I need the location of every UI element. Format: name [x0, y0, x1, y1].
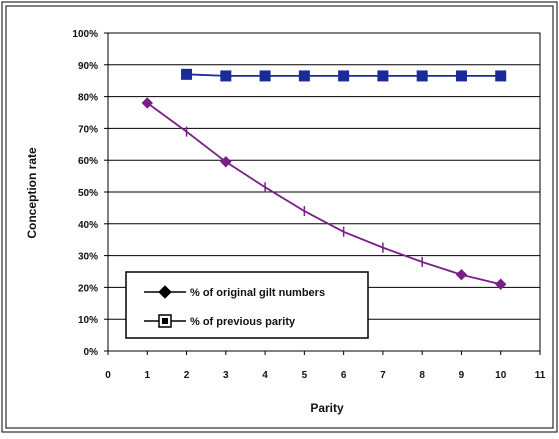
legend-marker-inner [162, 318, 168, 324]
x-tick-label: 5 [302, 370, 308, 381]
data-point [259, 70, 271, 82]
y-tick-label: 100% [72, 29, 98, 40]
legend-label: % of previous parity [190, 316, 296, 328]
series-1 [141, 97, 507, 290]
x-tick-label: 3 [223, 370, 229, 381]
data-point [455, 70, 467, 82]
data-point [220, 156, 232, 168]
x-tick-label: 10 [495, 370, 507, 381]
data-point [298, 70, 310, 82]
x-tick-label: 2 [184, 370, 190, 381]
y-tick-label: 20% [78, 283, 98, 294]
y-tick-label: 30% [78, 252, 98, 263]
x-tick-label: 8 [419, 370, 425, 381]
x-tick-label: 11 [535, 370, 546, 381]
y-axis-title: Conception rate [25, 147, 39, 239]
x-tick-label: 6 [341, 370, 347, 381]
x-tick-label: 7 [380, 370, 386, 381]
data-point [338, 70, 350, 82]
data-point [220, 70, 232, 82]
y-tick-label: 60% [78, 156, 98, 167]
data-point [181, 68, 193, 80]
x-tick-label: 4 [262, 370, 268, 381]
y-tick-label: 40% [78, 220, 98, 231]
legend-entry: % of original gilt numbers [144, 285, 325, 299]
legend-label: % of original gilt numbers [190, 287, 325, 299]
x-tick-label: 0 [105, 370, 111, 381]
series-2 [181, 68, 507, 82]
data-point [495, 278, 507, 290]
legend: % of original gilt numbers % of previous … [125, 271, 369, 339]
y-tick-label: 80% [78, 93, 98, 104]
y-tick-label: 70% [78, 124, 98, 135]
data-point [377, 70, 389, 82]
y-tick-label: 90% [78, 61, 98, 72]
data-point [416, 70, 428, 82]
data-point [455, 268, 468, 281]
data-point [141, 97, 153, 109]
legend-entry: % of previous parity [144, 314, 296, 328]
x-tick-label: 9 [459, 370, 465, 381]
series-line [146, 102, 501, 286]
series-layer [141, 68, 507, 290]
x-tick-label: 1 [144, 370, 150, 381]
inner-border [5, 5, 554, 429]
y-tick-label: 10% [78, 315, 98, 326]
x-axis-title: Parity [310, 401, 344, 415]
data-point [495, 70, 507, 82]
legend-box [125, 271, 369, 339]
tick-layer: 0% 10% 20% 30% 40% 50% 60% 70% 80% 90% 100% 0 1 2 3 4 5 6… [72, 29, 545, 381]
legend-marker [158, 285, 172, 299]
y-tick-label: 0% [84, 347, 99, 358]
grid-layer [108, 64, 540, 320]
y-tick-label: 50% [78, 188, 98, 199]
